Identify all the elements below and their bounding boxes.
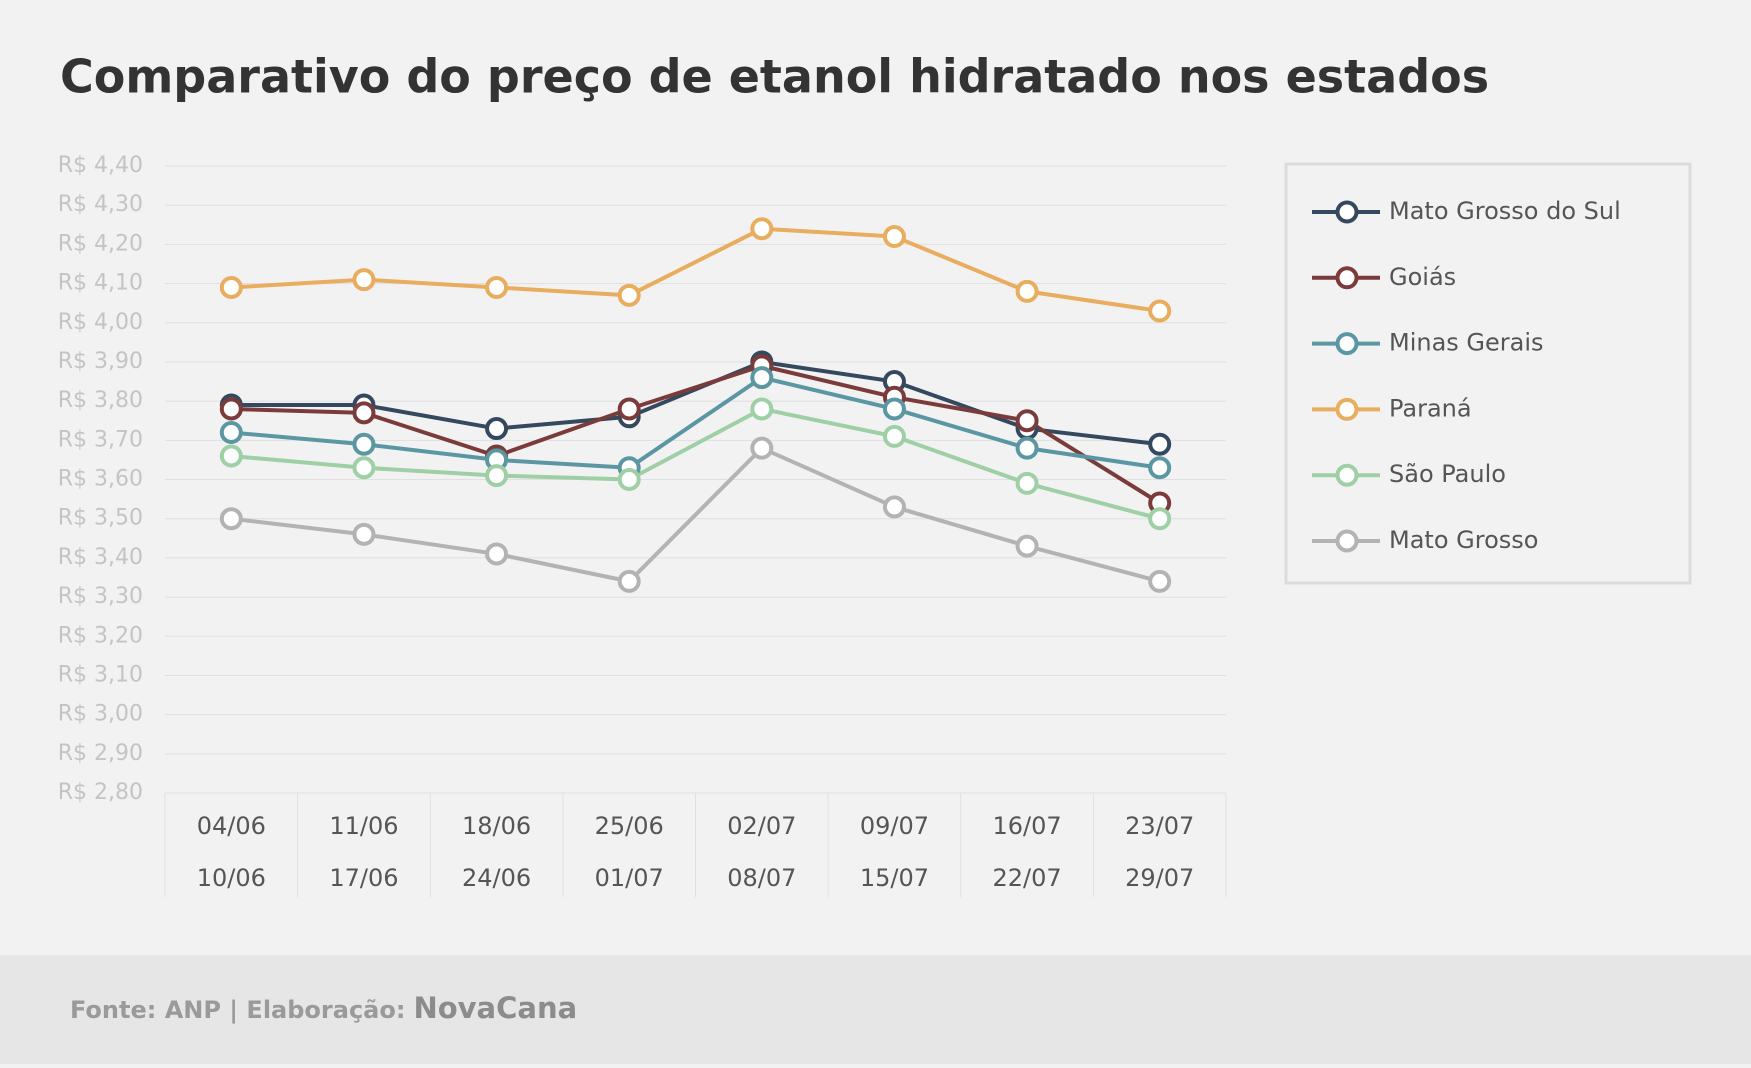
- data-point: [750, 366, 774, 390]
- x-tick-label: 10/06: [197, 864, 266, 892]
- legend-label: Paraná: [1389, 394, 1472, 422]
- x-tick-label: 22/07: [992, 864, 1061, 892]
- footer-band: [0, 955, 1751, 1064]
- y-tick-label: R$ 3,90: [58, 349, 143, 374]
- legend-label: Mato Grosso do Sul: [1389, 197, 1621, 225]
- series-line: [231, 446, 1161, 584]
- y-tick-label: R$ 2,90: [58, 741, 143, 766]
- legend-marker: [1335, 463, 1359, 487]
- y-tick-label: R$ 4,00: [58, 310, 143, 335]
- data-point: [882, 225, 906, 249]
- data-point: [1015, 279, 1039, 303]
- data-point: [1148, 299, 1172, 323]
- legend-label: Goiás: [1389, 263, 1456, 291]
- y-tick-label: R$ 4,20: [58, 231, 143, 256]
- y-tick-label: R$ 2,80: [58, 780, 143, 805]
- legend-marker: [1335, 200, 1359, 224]
- legend-label: Minas Gerais: [1389, 329, 1544, 357]
- series-line: [231, 406, 1161, 521]
- y-tick-label: R$ 3,60: [58, 467, 143, 492]
- data-point: [617, 468, 641, 491]
- data-point: [882, 495, 906, 519]
- data-point: [485, 417, 509, 441]
- data-point: [750, 217, 774, 241]
- data-point: [1015, 409, 1039, 433]
- legend-marker: [1335, 266, 1359, 290]
- y-tick-label: R$ 3,10: [58, 662, 143, 687]
- data-point: [352, 401, 376, 425]
- legend-label: Mato Grosso: [1389, 526, 1538, 554]
- data-point: [1015, 471, 1039, 495]
- data-point: [1148, 456, 1172, 480]
- x-tick-label: 16/07: [992, 812, 1061, 840]
- x-tick-label: 02/07: [727, 812, 796, 840]
- y-tick-label: R$ 4,30: [58, 192, 143, 217]
- y-tick-label: R$ 3,30: [58, 584, 143, 609]
- data-point: [219, 420, 243, 444]
- data-point: [750, 397, 774, 421]
- data-point: [617, 569, 641, 593]
- x-tick-label: 01/07: [595, 864, 664, 892]
- x-tick-label: 17/06: [329, 864, 398, 892]
- legend-marker: [1335, 397, 1359, 421]
- data-point: [352, 432, 376, 456]
- footer-source: Fonte: ANP | Elaboração:: [70, 996, 405, 1024]
- x-tick-label: 29/07: [1125, 864, 1194, 892]
- data-point: [352, 522, 376, 546]
- data-point: [617, 283, 641, 307]
- y-tick-label: R$ 3,40: [58, 545, 143, 570]
- data-point: [1148, 569, 1172, 593]
- legend-marker: [1335, 332, 1359, 356]
- legend-marker: [1335, 529, 1359, 553]
- data-point: [219, 507, 243, 531]
- data-point: [1148, 432, 1172, 456]
- data-point: [485, 275, 509, 299]
- x-tick-label: 24/06: [462, 864, 531, 892]
- series-line: [231, 363, 1161, 505]
- x-tick-label: 04/06: [197, 812, 266, 840]
- data-point: [750, 436, 774, 460]
- y-tick-label: R$ 3,50: [58, 506, 143, 531]
- data-point: [617, 397, 641, 421]
- y-tick-label: R$ 3,20: [58, 623, 143, 648]
- x-tick-label: 11/06: [329, 812, 398, 840]
- data-point: [352, 456, 376, 480]
- data-point: [1015, 436, 1039, 460]
- footer-brand: NovaCana: [413, 991, 577, 1025]
- x-tick-label: 08/07: [727, 864, 796, 892]
- data-point: [219, 397, 243, 421]
- y-tick-label: R$ 4,10: [58, 271, 143, 296]
- legend-label: São Paulo: [1389, 460, 1506, 488]
- x-tick-label: 25/06: [595, 812, 664, 840]
- x-tick-label: 23/07: [1125, 812, 1194, 840]
- chart-title: Comparativo do preço de etanol hidratado…: [60, 50, 1489, 104]
- data-point: [485, 542, 509, 566]
- data-point: [219, 275, 243, 299]
- x-tick-label: 09/07: [860, 812, 929, 840]
- data-point: [219, 444, 243, 468]
- y-tick-label: R$ 3,70: [58, 427, 143, 452]
- y-tick-label: R$ 3,80: [58, 388, 143, 413]
- x-tick-label: 18/06: [462, 812, 531, 840]
- legend-box: [1284, 162, 1692, 585]
- data-point: [352, 268, 376, 292]
- data-point: [1015, 534, 1039, 558]
- data-point: [882, 397, 906, 421]
- y-tick-label: R$ 4,40: [58, 153, 143, 178]
- data-point: [485, 464, 509, 488]
- y-tick-label: R$ 3,00: [58, 702, 143, 727]
- series-line: [231, 375, 1160, 470]
- series-line: [231, 226, 1160, 313]
- x-tick-label: 15/07: [860, 864, 929, 892]
- data-point: [882, 424, 906, 448]
- data-point: [1148, 507, 1172, 531]
